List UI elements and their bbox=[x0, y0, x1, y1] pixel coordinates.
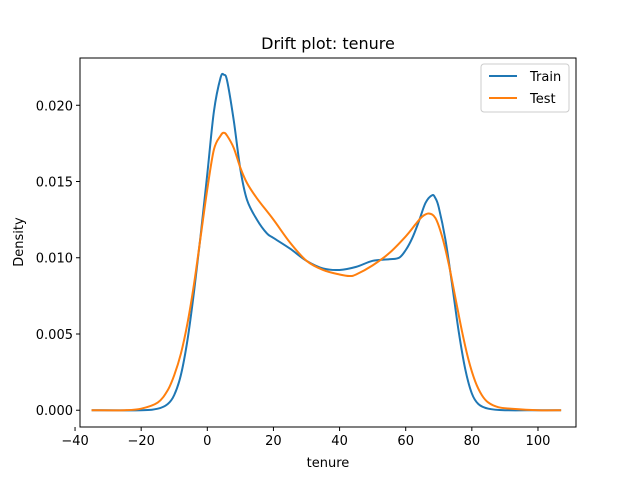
y-tick-label: 0.010 bbox=[36, 252, 73, 267]
legend-test-label: Test bbox=[529, 92, 556, 107]
x-tick-label: −40 bbox=[61, 434, 88, 449]
legend: Train Test bbox=[480, 63, 570, 113]
y-tick-label: 0.005 bbox=[36, 328, 73, 343]
y-axis-title: Density bbox=[12, 217, 27, 267]
chart-title: Drift plot: tenure bbox=[261, 34, 395, 53]
y-tick-label: 0.000 bbox=[36, 404, 73, 419]
x-tick-label: 40 bbox=[331, 434, 348, 449]
plot-area bbox=[91, 72, 562, 412]
x-tick-label: 60 bbox=[397, 434, 414, 449]
x-tick-label: 80 bbox=[464, 434, 481, 449]
x-axis-title: tenure bbox=[307, 456, 350, 471]
y-tick-label: 0.020 bbox=[36, 99, 73, 114]
y-tick-label: 0.015 bbox=[36, 176, 73, 191]
axis-ticks: −40 −20 0 20 40 60 80 100 0.000 0.005 0.010 0.015 0.… bbox=[36, 99, 551, 449]
x-tick-label: 100 bbox=[526, 434, 551, 449]
series-line-test bbox=[91, 131, 562, 412]
x-tick-label: 20 bbox=[265, 434, 282, 449]
plot-frame bbox=[79, 57, 577, 428]
x-tick-label: −20 bbox=[127, 434, 154, 449]
x-tick-label: 0 bbox=[203, 434, 211, 449]
legend-train-label: Train bbox=[529, 70, 561, 85]
